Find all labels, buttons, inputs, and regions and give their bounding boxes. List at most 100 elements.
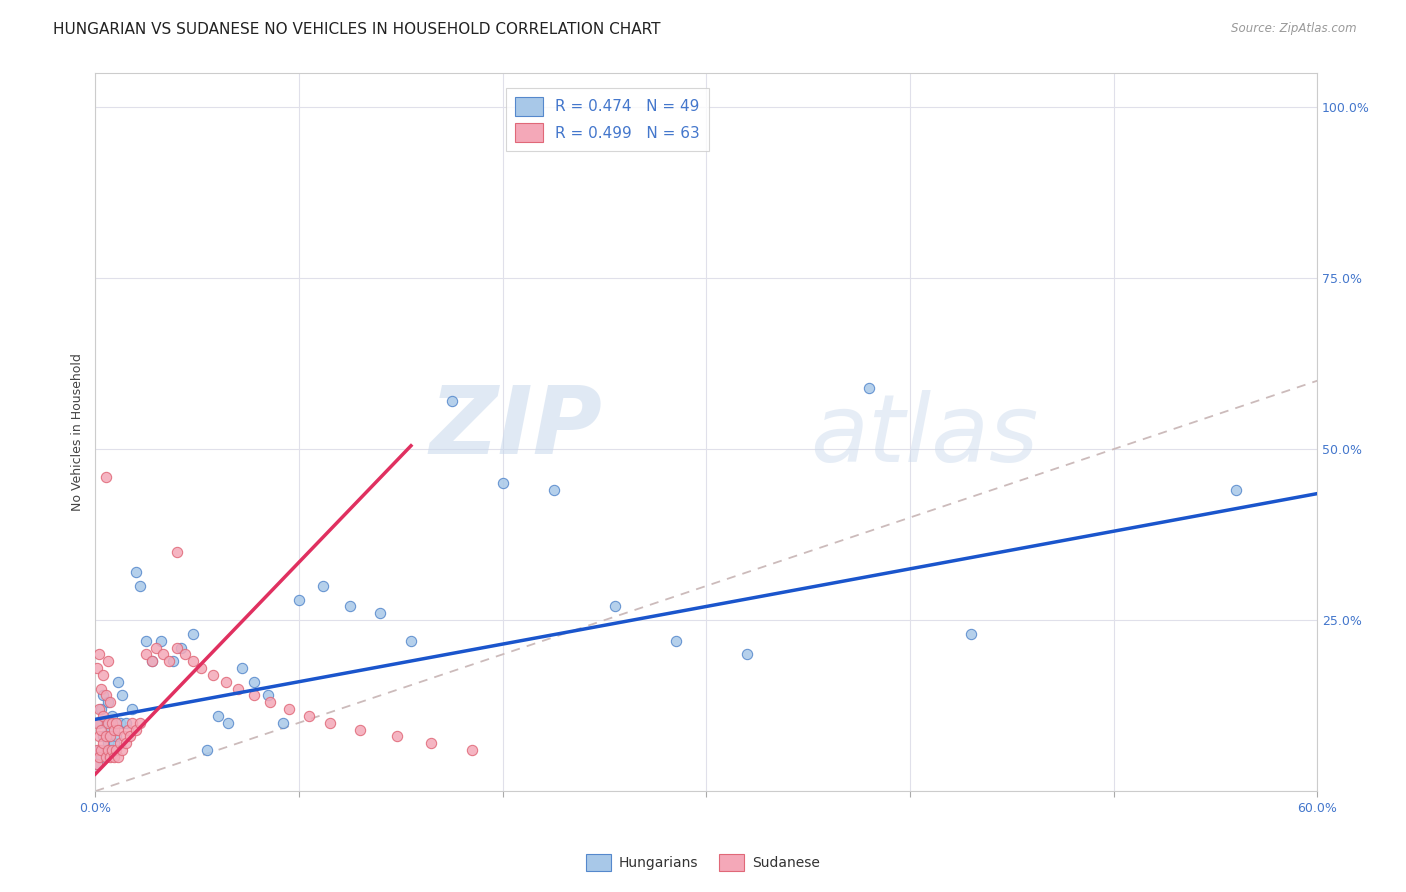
Point: [94, 743, 117, 757]
Point: [90, 681, 112, 696]
Point: [93, 689, 115, 703]
Point: [111, 743, 134, 757]
Point: [94, 730, 117, 744]
Point: [312, 579, 335, 593]
Point: [107, 723, 129, 737]
Point: [141, 654, 163, 668]
Point: [157, 654, 180, 668]
Point: [89, 702, 111, 716]
Text: HUNGARIAN VS SUDANESE NO VEHICLES IN HOUSEHOLD CORRELATION CHART: HUNGARIAN VS SUDANESE NO VEHICLES IN HOU…: [53, 22, 661, 37]
Point: [97, 654, 120, 668]
Point: [129, 579, 152, 593]
Point: [166, 640, 188, 655]
Point: [149, 633, 172, 648]
Point: [288, 592, 311, 607]
Point: [277, 702, 299, 716]
Point: [129, 715, 152, 730]
Point: [104, 715, 127, 730]
Point: [217, 715, 239, 730]
Point: [86, 756, 108, 771]
Point: [166, 545, 188, 559]
Point: [108, 715, 131, 730]
Point: [100, 743, 122, 757]
Point: [318, 715, 340, 730]
Point: [181, 627, 204, 641]
Point: [257, 689, 280, 703]
Point: [90, 723, 112, 737]
Point: [107, 674, 129, 689]
Point: [98, 750, 121, 764]
Point: [115, 715, 138, 730]
Point: [170, 640, 193, 655]
Point: [98, 730, 121, 744]
Point: [461, 743, 484, 757]
Point: [125, 566, 148, 580]
Point: [215, 674, 238, 689]
Point: [86, 661, 108, 675]
Point: [98, 695, 121, 709]
Point: [86, 756, 108, 771]
Point: [339, 599, 361, 614]
Point: [174, 648, 197, 662]
Point: [93, 668, 115, 682]
Point: [226, 681, 249, 696]
Point: [111, 689, 134, 703]
Point: [202, 668, 225, 682]
Point: [93, 736, 115, 750]
Point: [162, 654, 184, 668]
Point: [93, 709, 115, 723]
Point: [94, 750, 117, 764]
Point: [94, 689, 117, 703]
Point: [491, 476, 513, 491]
Point: [86, 715, 108, 730]
Point: [108, 736, 131, 750]
Point: [141, 654, 163, 668]
Y-axis label: No Vehicles in Household: No Vehicles in Household: [72, 353, 84, 511]
Point: [100, 709, 122, 723]
Point: [89, 715, 111, 730]
Point: [121, 702, 143, 716]
Point: [94, 715, 117, 730]
Point: [271, 715, 294, 730]
Point: [107, 750, 129, 764]
Point: [90, 750, 112, 764]
Point: [97, 743, 120, 757]
Point: [259, 695, 281, 709]
Point: [90, 743, 112, 757]
Point: [86, 743, 108, 757]
Legend: R = 0.474   N = 49, R = 0.499   N = 63: R = 0.474 N = 49, R = 0.499 N = 63: [506, 87, 709, 151]
Point: [960, 627, 983, 641]
Point: [103, 750, 125, 764]
Point: [97, 736, 120, 750]
Point: [243, 674, 266, 689]
Legend: Hungarians, Sudanese: Hungarians, Sudanese: [581, 848, 825, 876]
Point: [385, 730, 408, 744]
Point: [90, 702, 112, 716]
Point: [89, 750, 111, 764]
Point: [152, 648, 174, 662]
Text: atlas: atlas: [810, 390, 1039, 481]
Point: [440, 394, 463, 409]
Point: [118, 730, 141, 744]
Point: [117, 723, 139, 737]
Text: ZIP: ZIP: [429, 383, 602, 475]
Point: [298, 709, 321, 723]
Point: [125, 723, 148, 737]
Text: Source: ZipAtlas.com: Source: ZipAtlas.com: [1232, 22, 1357, 36]
Point: [135, 633, 157, 648]
Point: [97, 715, 120, 730]
Point: [97, 695, 120, 709]
Point: [115, 736, 138, 750]
Point: [603, 599, 626, 614]
Point: [145, 640, 167, 655]
Point: [94, 469, 117, 483]
Point: [543, 483, 565, 498]
Point: [207, 709, 229, 723]
Point: [1225, 483, 1247, 498]
Point: [370, 607, 392, 621]
Point: [103, 736, 125, 750]
Point: [89, 730, 111, 744]
Point: [98, 723, 121, 737]
Point: [735, 648, 758, 662]
Point: [231, 661, 253, 675]
